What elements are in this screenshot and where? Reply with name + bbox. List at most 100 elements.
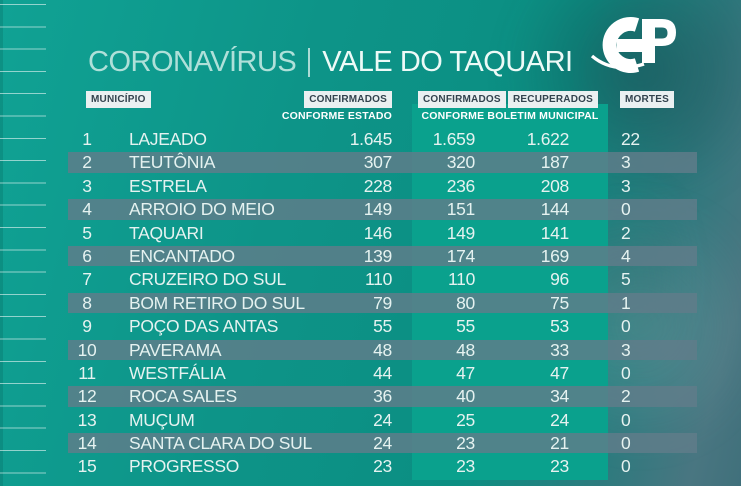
municipality-cell: LAJEADO [129,129,207,149]
row-stripe [68,339,697,360]
municipality-cell: ENCANTADO [129,245,235,266]
table-row: 5 TAQUARI 146 149 141 2 [0,222,741,245]
deaths-cell: 0 [621,316,631,337]
recovered-cell: 75 [550,292,569,313]
deaths-cell: 3 [621,175,631,196]
municipality-cell: SANTA CLARA DO SUL [129,433,312,454]
confirmed-state-cell: 24 [373,409,392,430]
recovered-cell: 33 [550,339,569,360]
confirmed-municipal-cell: 1.659 [432,129,476,149]
table-row: 13 MUÇUM 24 25 24 0 [0,409,741,432]
confirmed-municipal-cell: 25 [456,409,475,430]
page-title: CORONAVÍRUS VALE DO TAQUARI [88,44,573,80]
deaths-cell: 0 [621,433,631,454]
recovered-cell: 24 [550,409,569,430]
municipality-cell: MUÇUM [129,409,195,430]
subheader-conforme-boletim-municipal: CONFORME BOLETIM MUNICIPAL [421,110,599,122]
municipality-cell: ESTRELA [129,175,207,196]
deaths-cell: 0 [621,199,631,220]
confirmed-state-cell: 307 [363,152,393,173]
recovered-cell: 208 [540,175,570,196]
deaths-cell: 0 [621,362,631,383]
confirmed-state-cell: 228 [363,175,393,196]
confirmed-state-cell: 24 [373,433,392,454]
recovered-cell: 144 [540,199,570,220]
municipality-cell: ROCA SALES [129,386,237,407]
municipality-table: 1 LAJEADO 1.645 1.659 1.622 22 2 TEUTÔNI… [0,128,741,479]
table-row: 14 SANTA CLARA DO SUL 24 23 21 0 [0,432,741,455]
rank-cell: 11 [78,362,96,383]
table-row: 6 ENCANTADO 139 174 169 4 [0,245,741,268]
rank-cell: 13 [77,409,97,430]
gp-logo [590,17,676,73]
confirmed-municipal-cell: 174 [446,245,476,266]
deaths-cell: 2 [621,386,631,407]
confirmed-state-cell: 44 [373,362,392,383]
title-coronavirus: CORONAVÍRUS [88,45,297,78]
table-row: 12 ROCA SALES 36 40 34 2 [0,385,741,408]
confirmed-state-cell: 139 [363,245,393,266]
rank-cell: 7 [82,269,92,290]
confirmed-state-cell: 36 [373,386,392,407]
deaths-cell: 22 [621,129,640,149]
title-divider [308,47,311,77]
recovered-cell: 47 [550,362,569,383]
municipality-cell: TEUTÔNIA [129,152,216,173]
municipality-cell: ARROIO DO MEIO [129,199,275,220]
deaths-cell: 4 [621,245,631,266]
confirmed-state-cell: 23 [373,456,392,477]
deaths-cell: 2 [621,222,631,243]
confirmed-state-cell: 79 [373,292,392,313]
table-row: 2 TEUTÔNIA 307 320 187 3 [0,151,741,174]
recovered-cell: 1.622 [526,129,570,149]
confirmed-municipal-cell: 55 [456,316,475,337]
confirmed-state-cell: 146 [363,222,393,243]
left-ruled-lines-decoration [0,4,46,482]
title-region: VALE DO TAQUARI [322,45,573,78]
row-stripe [68,386,697,407]
confirmed-state-cell: 55 [373,316,392,337]
deaths-cell: 3 [621,152,631,173]
header-confirmados-municipal: CONFIRMADOS [418,91,506,108]
deaths-cell: 5 [621,269,631,290]
recovered-cell: 187 [540,152,570,173]
recovered-cell: 21 [550,433,569,454]
confirmed-municipal-cell: 40 [456,386,475,407]
deaths-cell: 0 [621,456,631,477]
confirmed-municipal-cell: 151 [446,199,476,220]
confirmed-state-cell: 110 [365,269,392,290]
subheader-conforme-estado: CONFORME ESTADO [281,110,392,122]
confirmed-municipal-cell: 320 [446,152,476,173]
header-mortes: MORTES [620,91,674,108]
rank-cell: 12 [77,386,97,407]
recovered-cell: 141 [540,222,570,243]
rank-cell: 2 [82,152,92,173]
table-row: 1 LAJEADO 1.645 1.659 1.622 22 [0,128,741,151]
table-row: 3 ESTRELA 228 236 208 3 [0,175,741,198]
recovered-cell: 169 [540,245,570,266]
recovered-cell: 34 [550,386,569,407]
confirmed-municipal-cell: 47 [456,362,475,383]
table-row: 11 WESTFÁLIA 44 47 47 0 [0,362,741,385]
confirmed-state-cell: 1.645 [349,129,393,149]
confirmed-municipal-cell: 48 [456,339,475,360]
rank-cell: 10 [77,339,97,360]
rank-cell: 8 [82,292,92,313]
row-stripe [68,292,697,314]
confirmed-municipal-cell: 110 [448,269,475,290]
deaths-cell: 1 [621,292,631,313]
table-row: 4 ARROIO DO MEIO 149 151 144 0 [0,198,741,221]
rank-cell: 9 [82,316,92,337]
municipality-cell: CRUZEIRO DO SUL [129,269,286,290]
rank-cell: 6 [82,245,92,266]
rank-cell: 4 [82,199,92,220]
table-row: 9 POÇO DAS ANTAS 55 55 53 0 [0,315,741,338]
table-row: 8 BOM RETIRO DO SUL 79 80 75 1 [0,292,741,315]
confirmed-state-cell: 48 [373,339,392,360]
confirmed-state-cell: 149 [363,199,393,220]
rank-cell: 14 [77,433,97,454]
header-recuperados: RECUPERADOS [508,91,598,108]
recovered-cell: 23 [550,456,569,477]
rank-cell: 15 [77,456,97,477]
